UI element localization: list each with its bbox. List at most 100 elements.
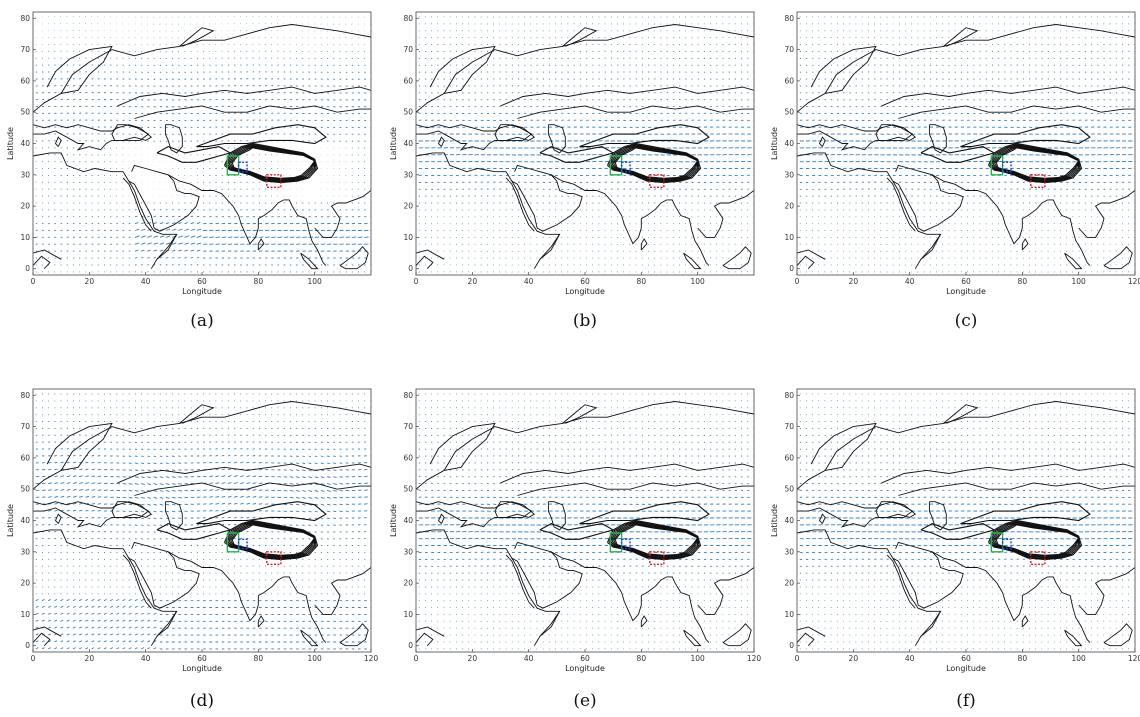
y-tick-label: 20 [784, 579, 794, 588]
contour-line [920, 611, 941, 637]
contour-line [797, 626, 826, 637]
contour-line [231, 147, 316, 179]
contour-line [697, 190, 754, 238]
contour-line [117, 86, 371, 107]
y-tick-label: 50 [784, 108, 794, 117]
contour-line [437, 513, 445, 524]
contour-line [517, 482, 754, 496]
contour-line [33, 24, 371, 113]
contour-line [920, 234, 941, 260]
x-axis-title: Longitude [182, 664, 222, 673]
contour-line [300, 252, 319, 270]
contour-line [300, 629, 319, 647]
contour-line [122, 177, 152, 232]
contour-line [539, 611, 560, 637]
y-tick-label: 0 [789, 641, 794, 650]
contour-line [920, 522, 996, 540]
contour-line [562, 27, 598, 47]
contour-line [1103, 246, 1133, 270]
x-tick-label: 20 [85, 277, 95, 286]
wind-vector-field [418, 16, 754, 273]
y-axis-title: Latitude [770, 504, 779, 537]
y-tick-label: 70 [403, 422, 413, 431]
region-box-red [1030, 551, 1046, 566]
coastline-contours [33, 24, 371, 270]
contour-line [683, 252, 702, 270]
wind-arrows [35, 16, 371, 273]
contour-line [416, 632, 434, 647]
y-tick-label: 40 [403, 516, 413, 525]
contour-line [722, 623, 752, 647]
contour-line [995, 524, 1080, 556]
wind-vector-field [799, 393, 1135, 650]
contour-line [875, 124, 914, 141]
y-tick-label: 40 [784, 516, 794, 525]
contour-line [920, 145, 996, 163]
contour-line [227, 144, 316, 182]
y-tick-label: 60 [20, 76, 30, 85]
contour-line [128, 164, 200, 232]
x-tick-label: 80 [1018, 277, 1028, 286]
contour-line [683, 629, 702, 647]
y-tick-label: 0 [408, 264, 413, 273]
contour-line [881, 86, 1135, 107]
contour-line [111, 501, 150, 518]
contour-line [928, 501, 947, 531]
contour-line [797, 401, 1135, 490]
region-box-blue [1001, 161, 1012, 173]
y-tick-label: 10 [20, 610, 30, 619]
x-tick-label: 80 [637, 277, 647, 286]
x-tick-label: 100 [1072, 277, 1087, 286]
contour-line [991, 144, 1080, 182]
x-tick-label: 40 [524, 654, 534, 663]
wind-arrows [418, 393, 754, 650]
x-tick-label: 40 [905, 654, 915, 663]
contour-line [339, 246, 369, 270]
contour-line [898, 482, 1135, 496]
y-tick-label: 80 [20, 14, 30, 23]
contour-line [416, 626, 445, 637]
contour-line [562, 404, 598, 424]
contour-line [606, 142, 702, 184]
contour-line [608, 143, 700, 183]
contour-line [995, 147, 1080, 179]
contour-line [156, 611, 178, 637]
y-axis-title: Latitude [389, 504, 398, 537]
x-tick-label: 0 [795, 277, 800, 286]
contour-line [989, 143, 1081, 183]
y-tick-label: 10 [784, 233, 794, 242]
y-tick-label: 30 [784, 547, 794, 556]
contour-line [314, 567, 371, 615]
y-axis-title: Latitude [770, 127, 779, 160]
contour-line [989, 520, 1081, 560]
contour-line [416, 501, 536, 528]
y-tick-label: 30 [20, 170, 30, 179]
contour-line [539, 145, 615, 163]
x-tick-label: 20 [849, 654, 859, 663]
contour-line [223, 142, 319, 184]
contour-line [33, 401, 371, 490]
contour-line [943, 404, 979, 424]
y-tick-label: 20 [784, 202, 794, 211]
x-tick-label: 0 [31, 277, 36, 286]
contour-line [614, 147, 699, 179]
x-tick-label: 40 [524, 277, 534, 286]
contour-line [416, 401, 754, 490]
x-tick-label: 100 [691, 654, 706, 663]
panel-label: (b) [573, 311, 597, 331]
y-tick-label: 10 [20, 233, 30, 242]
contour-line [875, 501, 914, 518]
x-tick-label: 100 [1072, 654, 1087, 663]
contour-line [931, 551, 1091, 643]
contour-line [117, 463, 371, 484]
contour-line [1021, 615, 1029, 628]
contour-line [818, 513, 826, 524]
contour-line [697, 567, 754, 615]
x-axis-title: Longitude [946, 664, 986, 673]
contour-line [606, 519, 702, 561]
contour-line [339, 623, 369, 647]
coastline-contours [797, 401, 1135, 647]
contour-line [429, 45, 496, 94]
contour-line [960, 124, 1091, 148]
